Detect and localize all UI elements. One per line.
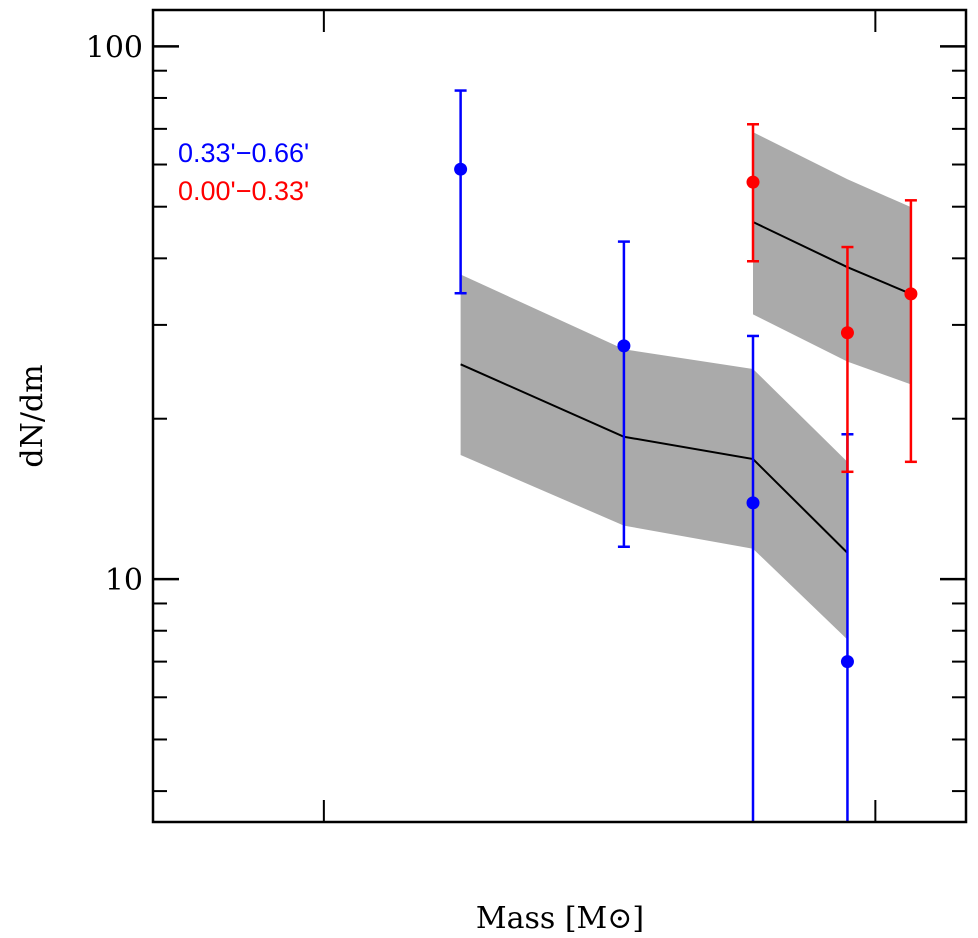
legend-label-0: 0.33'−0.66' bbox=[178, 138, 309, 168]
model-bands bbox=[460, 132, 911, 640]
legend-label-1: 0.00'−0.33' bbox=[178, 176, 309, 206]
data-points bbox=[454, 89, 918, 822]
model-band-1 bbox=[753, 132, 911, 385]
plot-frame bbox=[151, 8, 968, 824]
model-line-0 bbox=[460, 363, 849, 554]
y-tick-label: 10 bbox=[105, 563, 143, 598]
model-band-0 bbox=[460, 274, 848, 640]
x-axis-label: Mass [M⊙] bbox=[476, 901, 644, 936]
data-point bbox=[617, 339, 631, 353]
data-point bbox=[746, 496, 760, 510]
axis-ticks: 10 100 bbox=[86, 10, 966, 822]
data-point bbox=[840, 655, 854, 669]
data-point bbox=[904, 287, 918, 301]
y-axis-label: dN/dm bbox=[15, 364, 50, 467]
data-point bbox=[840, 326, 854, 340]
y-tick-label: 100 bbox=[86, 30, 143, 65]
data-point bbox=[746, 175, 760, 189]
data-point bbox=[454, 162, 468, 176]
